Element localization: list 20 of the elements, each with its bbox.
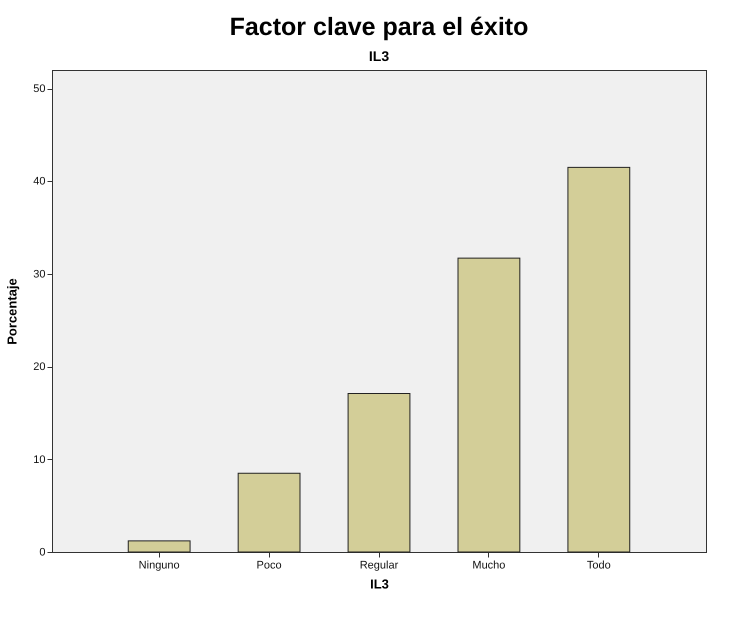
x-tick-label: Mucho	[472, 560, 506, 572]
y-axis-title: Porcentaje	[4, 278, 20, 345]
bar	[238, 472, 300, 552]
x-tick-label: Ninguno	[138, 560, 180, 572]
bar	[567, 166, 630, 552]
bar	[458, 258, 520, 552]
y-tick-label: 30	[33, 268, 46, 280]
chart-subtitle: IL3	[368, 48, 390, 64]
x-axis-title: IL3	[370, 576, 389, 592]
y-tick-label: 20	[33, 361, 46, 374]
y-tick-label: 50	[33, 83, 46, 96]
x-tick-label: Poco	[256, 560, 282, 572]
chart-title: Factor clave para el éxito	[230, 13, 528, 41]
x-tick-label: Todo	[586, 560, 611, 572]
y-tick-label: 10	[33, 454, 46, 466]
bar	[128, 540, 191, 552]
x-tick-label: Regular	[360, 560, 399, 572]
bar	[348, 392, 410, 552]
y-tick-label: 0	[39, 546, 46, 558]
y-tick-label: 40	[33, 176, 46, 188]
